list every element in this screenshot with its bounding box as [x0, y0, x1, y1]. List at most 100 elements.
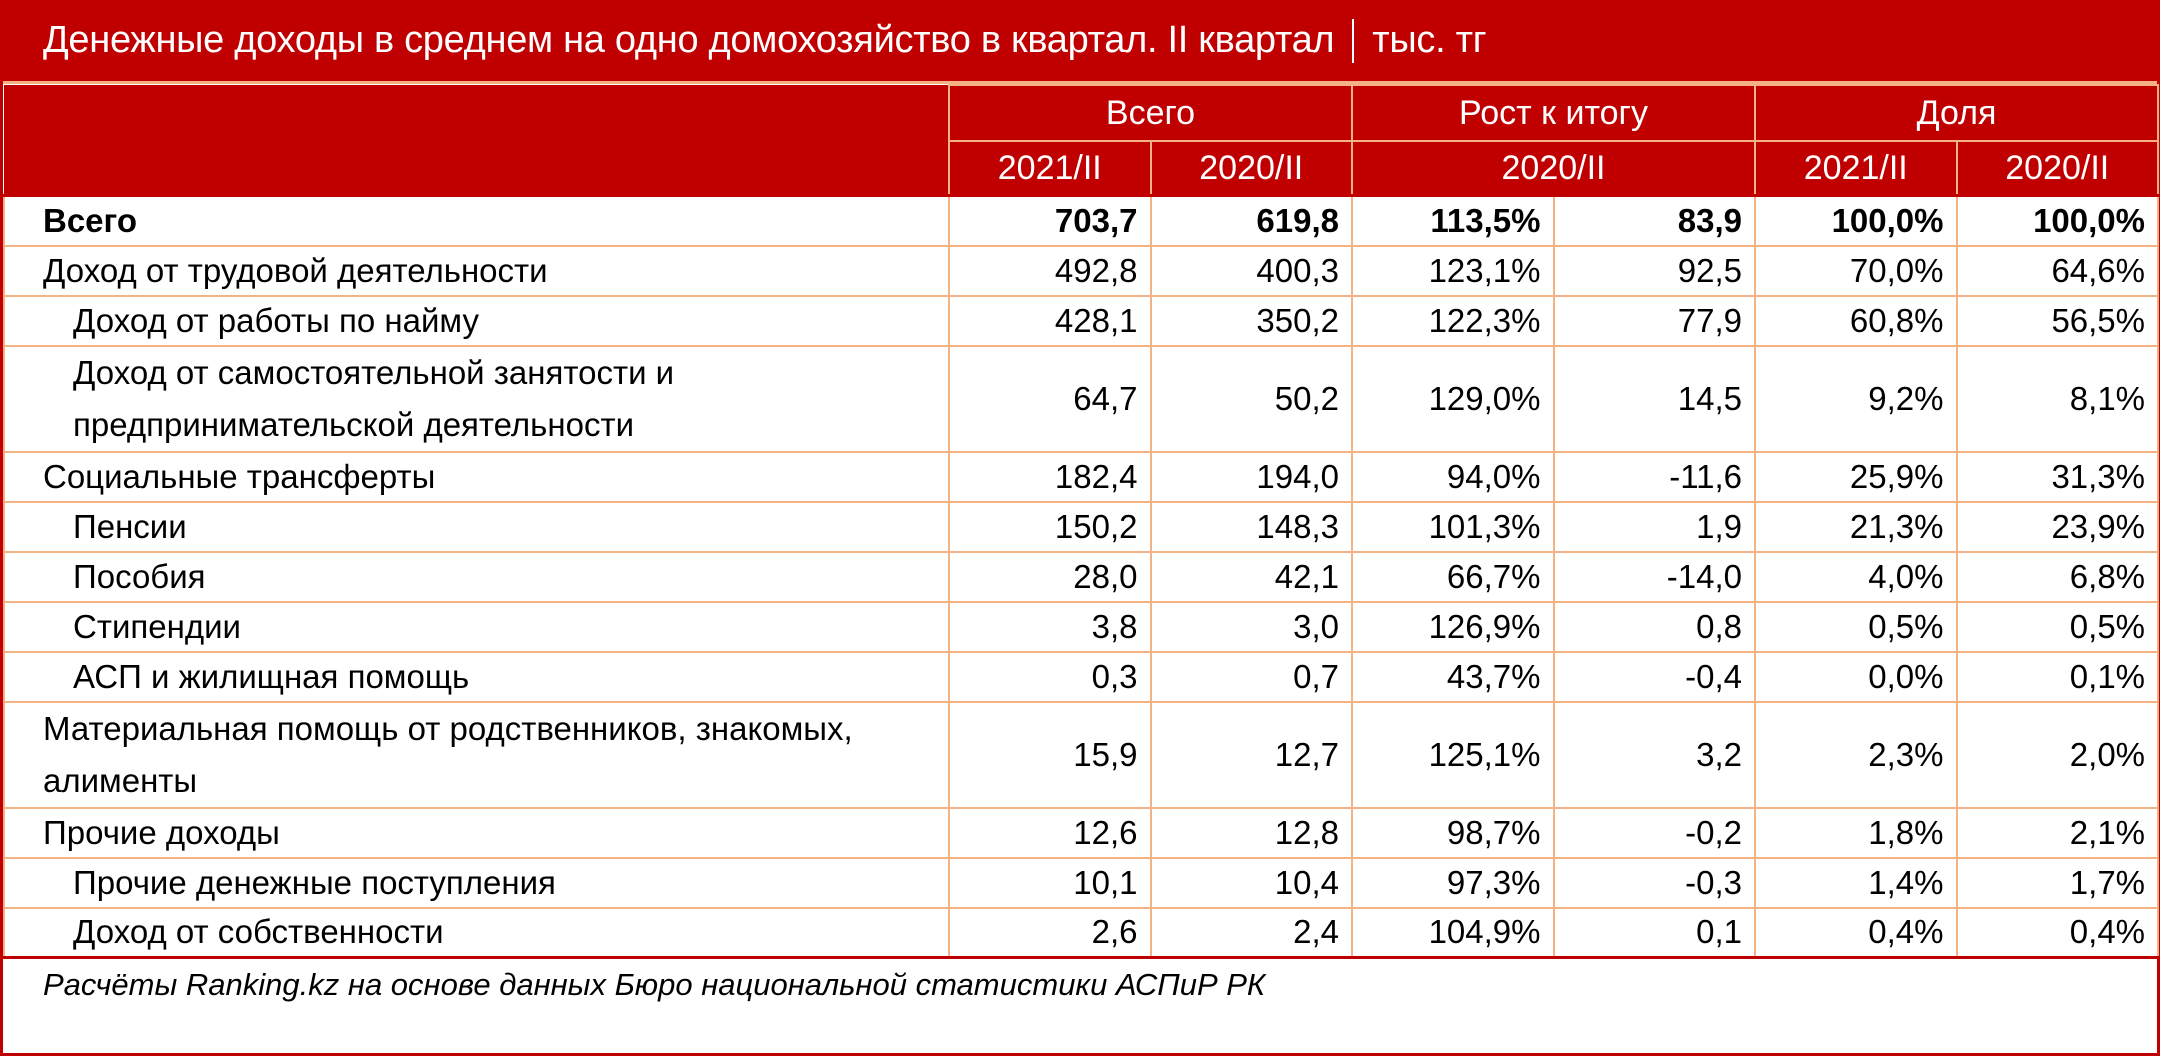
header-total-2020: 2020/II [1149, 140, 1353, 197]
cell-total-2021: 64,7 [948, 344, 1152, 453]
row-label: Всего [3, 194, 950, 247]
cell-total-2020: 42,1 [1149, 550, 1353, 603]
header-growth-2020: 2020/II [1351, 140, 1756, 197]
cell-total-2020: 10,4 [1149, 856, 1353, 909]
cell-total-2020: 194,0 [1149, 450, 1353, 503]
header-share-2021: 2021/II [1754, 140, 1958, 197]
cell-growth-pct: 94,0% [1351, 450, 1555, 503]
row-label: Материальная помощь от родственников, зн… [3, 700, 950, 809]
table-row: Прочие доходы 12,6 12,8 98,7% -0,2 1,8% … [3, 806, 2160, 859]
cell-growth-abs: 14,5 [1552, 344, 1756, 453]
cell-share-2020: 0,4% [1955, 906, 2160, 959]
cell-share-2021: 60,8% [1754, 294, 1958, 347]
table-row: Всего 703,7 619,8 113,5% 83,9 100,0% 100… [3, 194, 2160, 247]
cell-total-2020: 350,2 [1149, 294, 1353, 347]
header-group-total: Всего [948, 84, 1353, 142]
cell-growth-abs: 0,1 [1552, 906, 1756, 959]
row-label: Стипендии [3, 600, 950, 653]
cell-growth-abs: 83,9 [1552, 194, 1756, 247]
cell-total-2021: 428,1 [948, 294, 1152, 347]
cell-share-2021: 21,3% [1754, 500, 1958, 553]
cell-share-2021: 25,9% [1754, 450, 1958, 503]
cell-growth-pct: 97,3% [1351, 856, 1555, 909]
cell-share-2021: 4,0% [1754, 550, 1958, 603]
table-row: Материальная помощь от родственников, зн… [3, 700, 2160, 809]
cell-total-2021: 182,4 [948, 450, 1152, 503]
cell-growth-abs: 3,2 [1552, 700, 1756, 809]
cell-total-2020: 50,2 [1149, 344, 1353, 453]
header-blank-cell [4, 85, 950, 197]
source-footnote: Расчёты Ranking.kz на основе данных Бюро… [3, 959, 2157, 1011]
cell-share-2020: 2,1% [1955, 806, 2160, 859]
cell-share-2021: 70,0% [1754, 244, 1958, 297]
cell-share-2021: 1,4% [1754, 856, 1958, 909]
table-row: Доход от самостоятельной занятости и пре… [3, 344, 2160, 453]
row-label: Доход от трудовой деятельности [3, 244, 950, 297]
cell-share-2021: 9,2% [1754, 344, 1958, 453]
cell-share-2021: 0,0% [1754, 650, 1958, 703]
cell-growth-abs: 77,9 [1552, 294, 1756, 347]
cell-total-2021: 15,9 [948, 700, 1152, 809]
cell-share-2021: 100,0% [1754, 194, 1958, 247]
cell-growth-abs: -14,0 [1552, 550, 1756, 603]
cell-total-2020: 2,4 [1149, 906, 1353, 959]
header-total-2021: 2021/II [948, 140, 1152, 197]
cell-share-2020: 8,1% [1955, 344, 2160, 453]
cell-total-2020: 148,3 [1149, 500, 1353, 553]
cell-total-2020: 0,7 [1149, 650, 1353, 703]
row-label: Прочие доходы [3, 806, 950, 859]
cell-growth-pct: 101,3% [1351, 500, 1555, 553]
cell-total-2020: 12,8 [1149, 806, 1353, 859]
cell-growth-abs: -11,6 [1552, 450, 1756, 503]
income-table: Всего Рост к итогу Доля 2021/II 2020/II … [3, 84, 2160, 959]
cell-total-2020: 12,7 [1149, 700, 1353, 809]
cell-total-2021: 703,7 [948, 194, 1152, 247]
cell-growth-pct: 104,9% [1351, 906, 1555, 959]
cell-total-2021: 28,0 [948, 550, 1152, 603]
cell-share-2020: 1,7% [1955, 856, 2160, 909]
cell-share-2021: 0,4% [1754, 906, 1958, 959]
cell-share-2020: 6,8% [1955, 550, 2160, 603]
cell-share-2020: 2,0% [1955, 700, 2160, 809]
table-title: Денежные доходы в среднем на одно домохо… [43, 19, 1335, 61]
source-text: Расчёты Ranking.kz на основе данных Бюро… [43, 967, 1266, 1002]
title-separator [1352, 18, 1355, 63]
header-group-share: Доля [1753, 84, 2160, 142]
cell-growth-abs: -0,3 [1552, 856, 1756, 909]
cell-growth-pct: 125,1% [1351, 700, 1555, 809]
table-unit: тыс. тг [1372, 19, 1487, 61]
header-group-row: Всего Рост к итогу Доля [4, 84, 2160, 197]
cell-growth-abs: 1,9 [1552, 500, 1756, 553]
cell-share-2020: 31,3% [1955, 450, 2160, 503]
table-row: Доход от трудовой деятельности 492,8 400… [3, 244, 2160, 297]
header-share-2020: 2020/II [1955, 140, 2160, 197]
cell-total-2020: 619,8 [1149, 194, 1353, 247]
cell-share-2020: 100,0% [1955, 194, 2160, 247]
cell-growth-abs: 92,5 [1552, 244, 1756, 297]
table-row: Стипендии 3,8 3,0 126,9% 0,8 0,5% 0,5% [3, 600, 2160, 653]
cell-total-2020: 400,3 [1149, 244, 1353, 297]
cell-growth-pct: 126,9% [1351, 600, 1555, 653]
cell-total-2021: 10,1 [948, 856, 1152, 909]
table-row: Доход от работы по найму 428,1 350,2 122… [3, 294, 2160, 347]
table-row: Пенсии 150,2 148,3 101,3% 1,9 21,3% 23,9… [3, 500, 2160, 553]
cell-growth-abs: 0,8 [1552, 600, 1756, 653]
row-label: Прочие денежные поступления [3, 856, 950, 909]
cell-share-2020: 64,6% [1955, 244, 2160, 297]
cell-total-2021: 12,6 [948, 806, 1152, 859]
cell-share-2021: 1,8% [1754, 806, 1958, 859]
cell-total-2020: 3,0 [1149, 600, 1353, 653]
cell-growth-pct: 98,7% [1351, 806, 1555, 859]
table-title-bar: Денежные доходы в среднем на одно домохо… [3, 0, 2157, 84]
table-row: Пособия 28,0 42,1 66,7% -14,0 4,0% 6,8% [3, 550, 2160, 603]
cell-total-2021: 492,8 [948, 244, 1152, 297]
cell-growth-pct: 123,1% [1351, 244, 1555, 297]
cell-share-2020: 0,5% [1955, 600, 2160, 653]
cell-share-2020: 23,9% [1955, 500, 2160, 553]
row-label: Пособия [3, 550, 950, 603]
row-label: Доход от работы по найму [3, 294, 950, 347]
cell-growth-abs: -0,4 [1552, 650, 1756, 703]
cell-share-2021: 0,5% [1754, 600, 1958, 653]
header-group-growth: Рост к итогу [1351, 84, 1756, 142]
